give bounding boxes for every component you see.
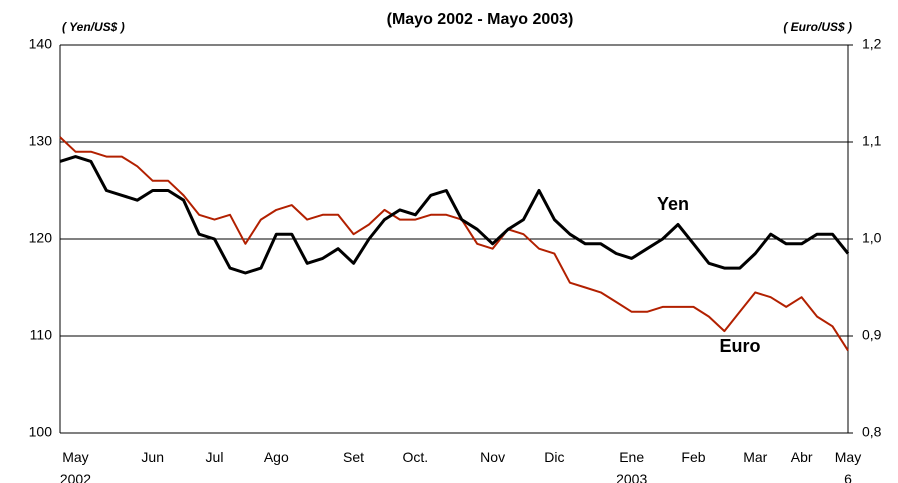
- y-tick-label: 110: [30, 327, 53, 343]
- y2-tick-label: 1,0: [862, 230, 882, 246]
- y2-tick-label: 0,9: [862, 327, 882, 343]
- y2-tick-label: 1,2: [862, 36, 882, 52]
- y-axis-label: ( Yen/US$ ): [62, 20, 125, 34]
- x-tick-label: Set: [343, 449, 365, 465]
- y2-tick-label: 0,8: [862, 424, 882, 440]
- y2-axis-label: ( Euro/US$ ): [783, 20, 852, 34]
- y-tick-label: 140: [29, 36, 53, 52]
- x-tick-label: Feb: [681, 449, 706, 465]
- y2-tick-label: 1,1: [862, 133, 882, 149]
- y-tick-label: 120: [29, 230, 53, 246]
- x-tick-label: Ene 2003: [616, 449, 648, 483]
- x-tick-label: May 6: [834, 449, 862, 483]
- y-tick-label: 100: [29, 424, 53, 440]
- x-tick-label: Abr: [790, 449, 813, 465]
- x-tick-label: Mar: [743, 449, 768, 465]
- x-tick-label: May 2002: [59, 449, 92, 483]
- x-tick-label: Jul: [205, 449, 224, 465]
- x-tick-label: Nov: [480, 449, 506, 465]
- x-tick-label: Jun: [141, 449, 164, 465]
- x-tick-label: Dic: [544, 449, 565, 465]
- x-tick-label: Oct.: [402, 449, 429, 465]
- annotation: Yen: [657, 194, 689, 214]
- chart-title: (Mayo 2002 - Mayo 2003): [387, 11, 574, 28]
- line-series: [59, 136, 849, 352]
- x-tick-label: Ago: [263, 449, 289, 465]
- annotation: Euro: [719, 336, 760, 356]
- y-tick-label: 130: [29, 133, 53, 149]
- line-series: [59, 155, 850, 275]
